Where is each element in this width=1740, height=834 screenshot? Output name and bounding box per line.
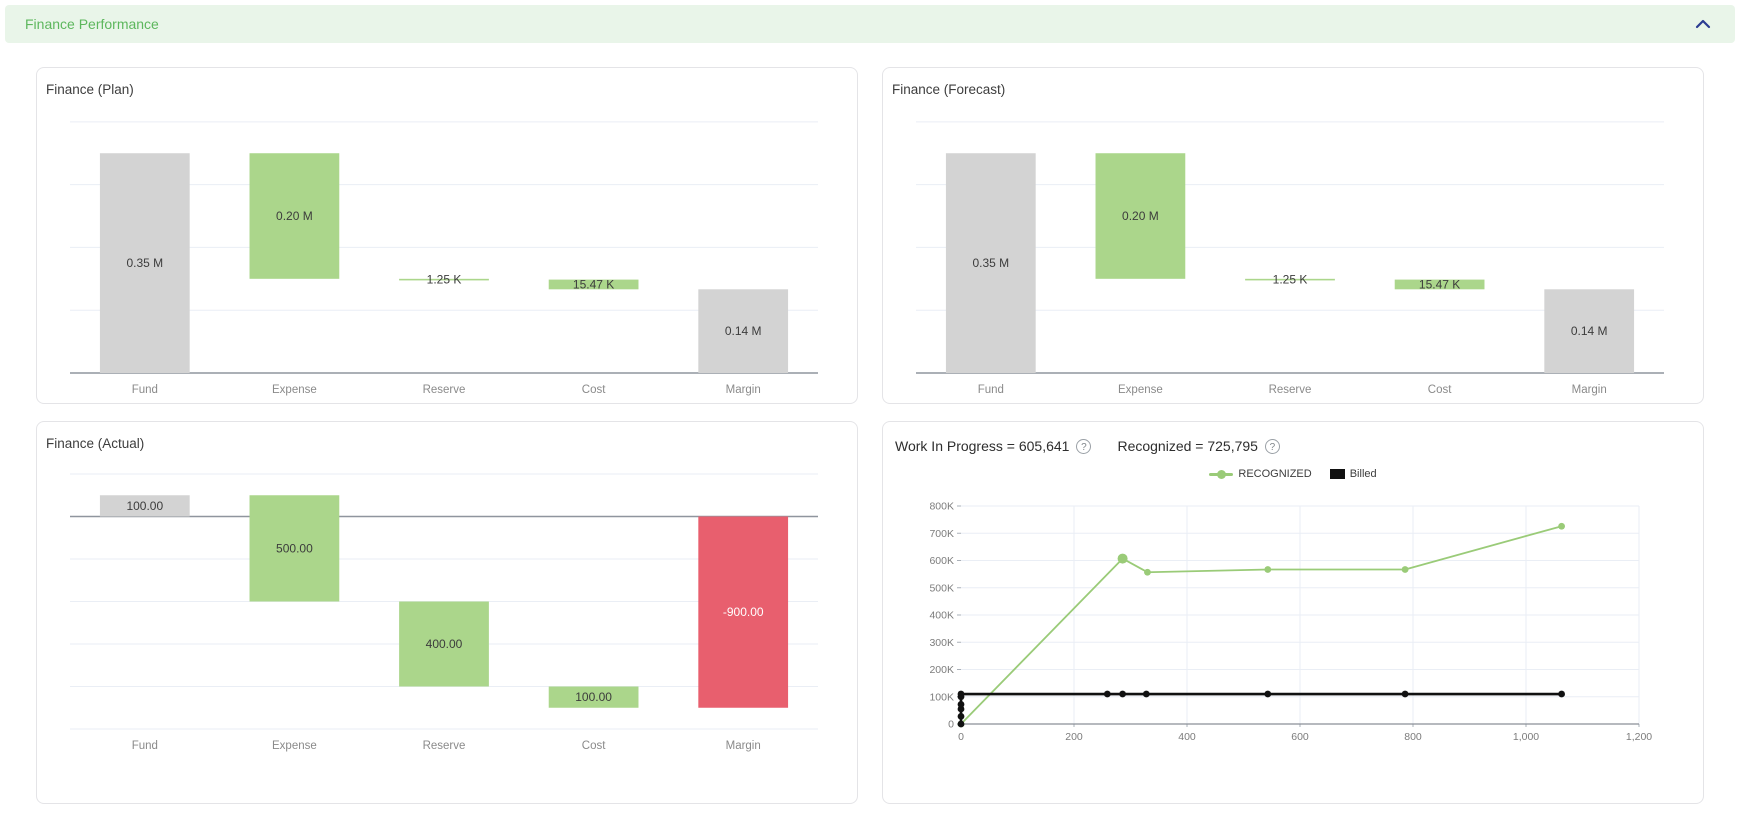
line-chart-wrap: 0 200 400 600 800 1,000 1,200 0 100K 200K 300K 400K… <box>903 492 1703 767</box>
waterfall-canvas-forecast: 0.35 M 0.20 M 1.25 K 15.47 K 0.14 M Fund Expen… <box>916 121 1664 396</box>
svg-text:1,000: 1,000 <box>1513 731 1539 743</box>
recognized-value-label: Recognized = 725,795 <box>1117 438 1258 454</box>
svg-text:600K: 600K <box>929 555 954 567</box>
svg-text:Margin: Margin <box>726 384 761 396</box>
svg-text:100.00: 100.00 <box>126 499 163 513</box>
card-finance-actual: Finance (Actual) 100.00 500.00 400.00 100.0… <box>36 421 858 804</box>
recognized-dot-icon <box>1217 469 1227 479</box>
svg-text:Cost: Cost <box>582 384 606 396</box>
svg-text:0.35 M: 0.35 M <box>126 256 163 270</box>
chart-title-plan: Finance (Plan) <box>46 82 134 97</box>
card-finance-forecast: Finance (Forecast) 0.35 M 0.20 M 1.25 K 15.… <box>882 67 1704 404</box>
svg-text:100K: 100K <box>929 691 954 703</box>
svg-text:Cost: Cost <box>1428 384 1452 396</box>
legend-recognized-label: RECOGNIZED <box>1238 468 1312 480</box>
svg-text:Fund: Fund <box>978 384 1004 396</box>
svg-text:Margin: Margin <box>1572 384 1607 396</box>
waterfall-canvas-actual: 100.00 500.00 400.00 100.00 -900.00 Fund Expen… <box>70 473 818 752</box>
chart-title-forecast: Finance (Forecast) <box>892 82 1006 97</box>
svg-text:Cost: Cost <box>582 740 606 752</box>
svg-text:0.20 M: 0.20 M <box>1122 209 1159 223</box>
chevron-up-icon <box>1695 17 1711 32</box>
svg-text:0: 0 <box>958 731 964 743</box>
chart-title-actual: Finance (Actual) <box>46 436 145 451</box>
svg-text:1,200: 1,200 <box>1626 731 1652 743</box>
collapse-section-button[interactable] <box>1691 13 1715 36</box>
svg-text:200K: 200K <box>929 664 954 676</box>
svg-text:Expense: Expense <box>272 384 317 396</box>
svg-text:300K: 300K <box>929 637 954 649</box>
svg-text:Margin: Margin <box>726 740 761 752</box>
wip-value-label: Work In Progress = 605,641 <box>895 438 1070 454</box>
svg-text:600: 600 <box>1291 731 1309 743</box>
wip-help-icon[interactable]: ? <box>1076 438 1092 454</box>
svg-text:400K: 400K <box>929 610 954 622</box>
svg-text:0.14 M: 0.14 M <box>725 324 762 338</box>
svg-text:0.20 M: 0.20 M <box>276 209 313 223</box>
line-chart-canvas: 0 200 400 600 800 1,000 1,200 0 100K 200K 300K 400K… <box>929 501 1652 744</box>
dashboard-grid: Finance (Plan) 0.35 M 0.20 M 1.25 K 15.47 K… <box>0 43 1740 804</box>
svg-text:0.35 M: 0.35 M <box>972 256 1009 270</box>
wip-title-row: Work In Progress = 605,641 ? Recognized … <box>883 434 1703 454</box>
wip-value-group: Work In Progress = 605,641 ? <box>895 438 1092 454</box>
svg-text:Fund: Fund <box>132 740 158 752</box>
svg-text:Reserve: Reserve <box>1269 384 1312 396</box>
svg-text:100.00: 100.00 <box>575 690 612 704</box>
recognized-value-group: Recognized = 725,795 ? <box>1117 438 1280 454</box>
recognized-line-icon <box>1209 469 1234 479</box>
svg-text:Reserve: Reserve <box>423 740 466 752</box>
svg-text:0.14 M: 0.14 M <box>1571 324 1608 338</box>
legend-billed-label: Billed <box>1349 468 1377 480</box>
waterfall-canvas-plan: 0.35 M 0.20 M 1.25 K 15.47 K 0.14 M Fund Expen… <box>70 121 818 396</box>
svg-text:500K: 500K <box>929 582 954 594</box>
legend-item-billed[interactable]: Billed <box>1329 468 1377 480</box>
svg-text:Expense: Expense <box>272 740 317 752</box>
legend-item-recognized[interactable]: RECOGNIZED <box>1209 468 1312 480</box>
svg-text:0: 0 <box>948 719 954 731</box>
card-finance-plan: Finance (Plan) 0.35 M 0.20 M 1.25 K 15.47 K… <box>36 67 858 404</box>
waterfall-chart-actual: 100.00 500.00 400.00 100.00 -900.00 Fund Expen… <box>70 457 857 764</box>
recognized-help-icon[interactable]: ? <box>1264 438 1280 454</box>
billed-swatch-icon <box>1329 469 1345 479</box>
svg-text:Expense: Expense <box>1118 384 1163 396</box>
line-chart-legend: RECOGNIZED Billed <box>883 466 1703 482</box>
svg-text:15.47 K: 15.47 K <box>1419 277 1460 291</box>
svg-text:Reserve: Reserve <box>423 384 466 396</box>
svg-text:500.00: 500.00 <box>276 541 313 555</box>
svg-text:-900.00: -900.00 <box>723 605 764 619</box>
svg-text:Fund: Fund <box>132 384 158 396</box>
finance-performance-header: Finance Performance <box>5 5 1735 43</box>
section-title: Finance Performance <box>25 16 159 32</box>
waterfall-chart-plan: 0.35 M 0.20 M 1.25 K 15.47 K 0.14 M Fund Expen… <box>70 103 857 403</box>
svg-text:800: 800 <box>1404 731 1422 743</box>
svg-text:400: 400 <box>1178 731 1196 743</box>
svg-text:15.47 K: 15.47 K <box>573 277 614 291</box>
svg-text:800K: 800K <box>929 501 954 513</box>
svg-text:1.25 K: 1.25 K <box>427 273 462 287</box>
svg-text:1.25 K: 1.25 K <box>1273 273 1308 287</box>
svg-text:400.00: 400.00 <box>426 637 463 651</box>
svg-text:200: 200 <box>1065 731 1083 743</box>
svg-text:700K: 700K <box>929 528 954 540</box>
waterfall-chart-forecast: 0.35 M 0.20 M 1.25 K 15.47 K 0.14 M Fund Expen… <box>916 103 1703 403</box>
card-work-in-progress: Work In Progress = 605,641 ? Recognized … <box>882 421 1704 804</box>
